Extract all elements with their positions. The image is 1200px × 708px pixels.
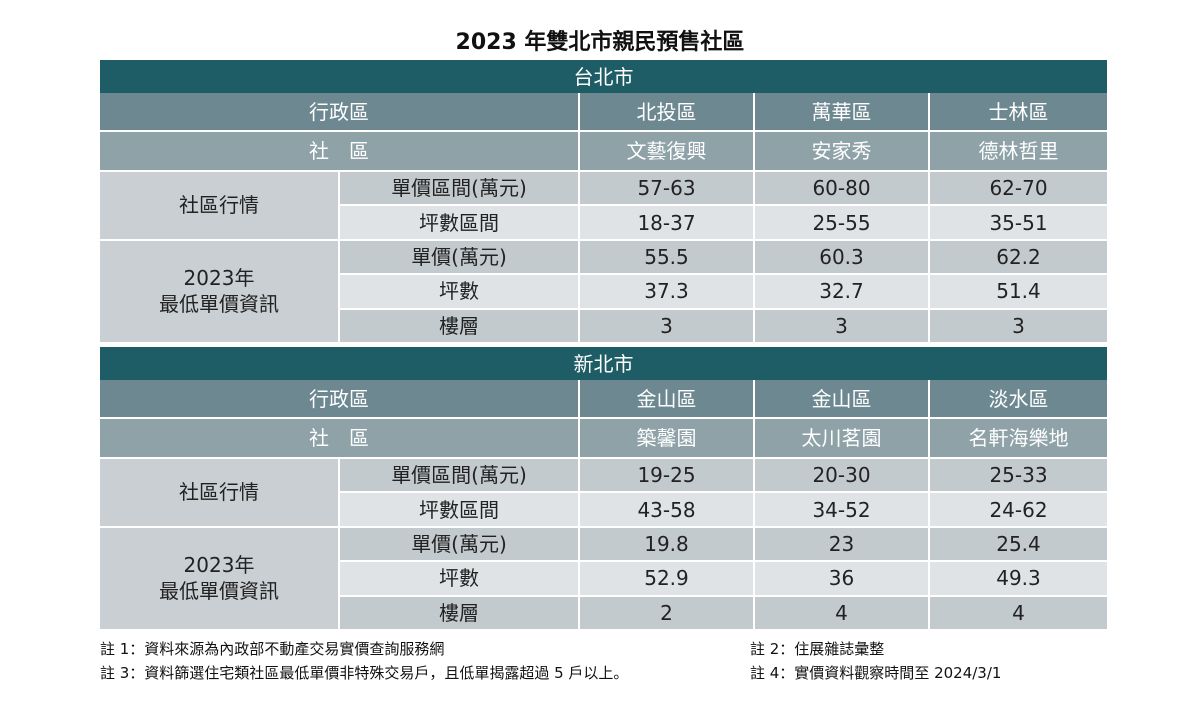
district: 金山區 — [755, 380, 928, 417]
group-label: 社區行情 — [100, 459, 338, 526]
value: 62.2 — [930, 240, 1107, 274]
community: 名軒海樂地 — [930, 419, 1107, 457]
value: 32.7 — [755, 275, 928, 308]
value: 3 — [755, 309, 928, 342]
community: 文藝復興 — [580, 132, 753, 170]
value: 18-37 — [580, 206, 753, 239]
value: 25-55 — [755, 206, 928, 239]
row-label: 單價(萬元) — [340, 527, 578, 561]
community: 安家秀 — [755, 132, 928, 170]
value: 55.5 — [580, 240, 753, 274]
district: 金山區 — [580, 380, 753, 417]
value: 57-63 — [580, 172, 753, 205]
value: 19-25 — [580, 459, 753, 492]
district: 士林區 — [930, 93, 1107, 130]
note: 註 3：資料篩選住宅類社區最低單價非特殊交易戶，且低單揭露超過 5 戶以上。 — [100, 664, 629, 682]
value: 35-51 — [930, 206, 1107, 239]
row-label: 單價(萬元) — [340, 240, 578, 274]
community-label: 社 區 — [100, 132, 578, 170]
row-label: 單價區間(萬元) — [340, 459, 578, 492]
value: 37.3 — [580, 275, 753, 308]
value: 3 — [580, 309, 753, 342]
value: 25.4 — [930, 527, 1107, 561]
note: 註 1：資料來源為內政部不動產交易實價查詢服務網 — [100, 640, 445, 658]
value: 4 — [930, 596, 1107, 629]
value: 51.4 — [930, 275, 1107, 308]
value: 19.8 — [580, 527, 753, 561]
district-label: 行政區 — [100, 93, 578, 130]
community-label: 社 區 — [100, 419, 578, 457]
value: 3 — [930, 309, 1107, 342]
row-label: 坪數 — [340, 562, 578, 595]
row-label: 樓層 — [340, 596, 578, 629]
group-label: 2023年 最低單價資訊 — [100, 527, 338, 629]
value: 23 — [755, 527, 928, 561]
district-label: 行政區 — [100, 380, 578, 417]
row-label: 坪數區間 — [340, 493, 578, 526]
value: 60.3 — [755, 240, 928, 274]
value: 62-70 — [930, 172, 1107, 205]
value: 36 — [755, 562, 928, 595]
row-label: 樓層 — [340, 309, 578, 342]
community: 太川茗園 — [755, 419, 928, 457]
value: 49.3 — [930, 562, 1107, 595]
district: 萬華區 — [755, 93, 928, 130]
value: 34-52 — [755, 493, 928, 526]
value: 4 — [755, 596, 928, 629]
row-label: 坪數區間 — [340, 206, 578, 239]
value: 52.9 — [580, 562, 753, 595]
value: 25-33 — [930, 459, 1107, 492]
row-label: 單價區間(萬元) — [340, 172, 578, 205]
value: 2 — [580, 596, 753, 629]
note: 註 2：住展雜誌彙整 — [750, 640, 885, 658]
value: 43-58 — [580, 493, 753, 526]
district: 北投區 — [580, 93, 753, 130]
section-header: 台北市 — [100, 60, 1107, 93]
value: 24-62 — [930, 493, 1107, 526]
section-header: 新北市 — [100, 347, 1107, 380]
value: 60-80 — [755, 172, 928, 205]
row-label: 坪數 — [340, 275, 578, 308]
district: 淡水區 — [930, 380, 1107, 417]
table-title: 2023 年雙北市親民預售社區 — [455, 30, 745, 55]
community: 德林哲里 — [930, 132, 1107, 170]
group-label: 社區行情 — [100, 172, 338, 239]
community: 築馨園 — [580, 419, 753, 457]
group-label: 2023年 最低單價資訊 — [100, 240, 338, 342]
note: 註 4：實價資料觀察時間至 2024/3/1 — [750, 664, 1002, 682]
value: 20-30 — [755, 459, 928, 492]
